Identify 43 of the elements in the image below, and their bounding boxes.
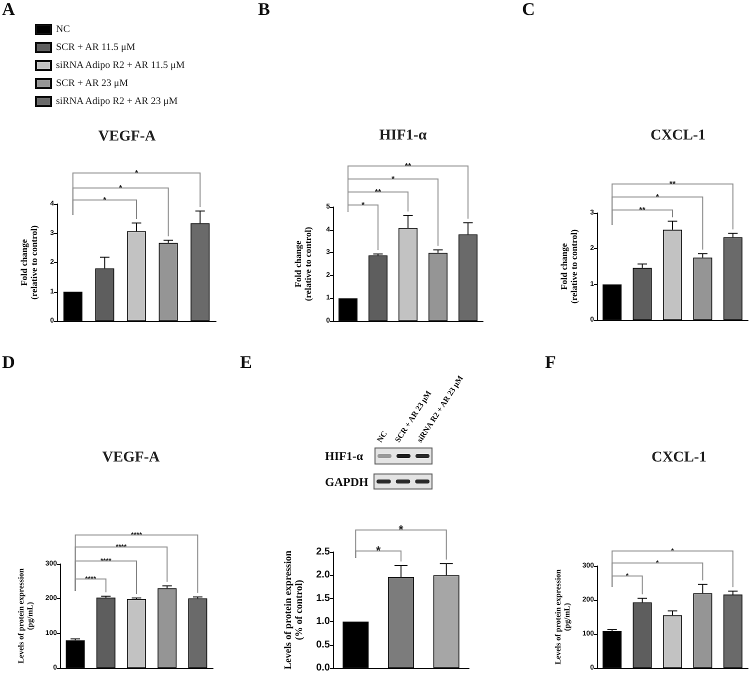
- text: *: [656, 192, 660, 202]
- y-axis-title: Fold change (relative to control): [19, 225, 40, 300]
- text: *: [134, 168, 139, 178]
- y-axis-title: Fold change (relative to control): [559, 229, 580, 304]
- text: A: [2, 0, 15, 19]
- text: E: [240, 352, 252, 372]
- text: **: [404, 161, 412, 170]
- chart-title: CXCL-1: [652, 450, 706, 466]
- y-tick-label: 2.5: [316, 546, 330, 558]
- y-tick-label: 0.0: [316, 662, 330, 674]
- y-axis-title: Levels of protein expression (pg/mL): [16, 568, 34, 664]
- y-axis-title: Levels of protein expression (% of control): [283, 550, 306, 670]
- chart-title: CXCL-1: [650, 128, 706, 144]
- legend-label: siRNA Adipo R2 + AR 11.5 μM: [56, 60, 185, 71]
- y-tick-label: 0.5: [316, 639, 330, 650]
- annotation: **: [639, 205, 646, 214]
- text: *: [398, 522, 404, 537]
- annotation: *: [103, 195, 108, 204]
- y-tick-label: 2.0: [316, 570, 330, 581]
- text: NC: [375, 429, 390, 444]
- chart-title: HIF1-α: [379, 128, 428, 144]
- text: GAPDH: [325, 475, 369, 489]
- chart-title: VEGF-A: [102, 450, 160, 466]
- annotation: *: [376, 544, 381, 558]
- chart-title: VEGF-A: [98, 128, 156, 144]
- text: D: [2, 352, 15, 372]
- legend-label: SCR + AR 23 μM: [56, 78, 128, 89]
- text: **: [374, 187, 382, 196]
- text: **: [669, 179, 676, 188]
- text: C: [522, 0, 535, 19]
- text: *: [391, 174, 396, 184]
- y-axis-title: Fold change (relative to control): [293, 226, 313, 302]
- text: B: [258, 0, 270, 19]
- text: HIF1-α: [325, 449, 364, 463]
- y-tick-label: 1.5: [316, 592, 330, 604]
- y-axis-title: Levels of protein expression (pg/mL): [553, 568, 572, 665]
- legend-label: siRNA Adipo R2 + AR 23 μM: [56, 96, 178, 107]
- text: *: [119, 183, 124, 192]
- legend-label: SCR + AR 11.5 μM: [56, 42, 136, 53]
- annotation: *: [361, 200, 366, 210]
- text: F: [545, 352, 556, 372]
- y-tick-label: 1.0: [316, 616, 330, 628]
- legend-label: NC: [56, 24, 70, 35]
